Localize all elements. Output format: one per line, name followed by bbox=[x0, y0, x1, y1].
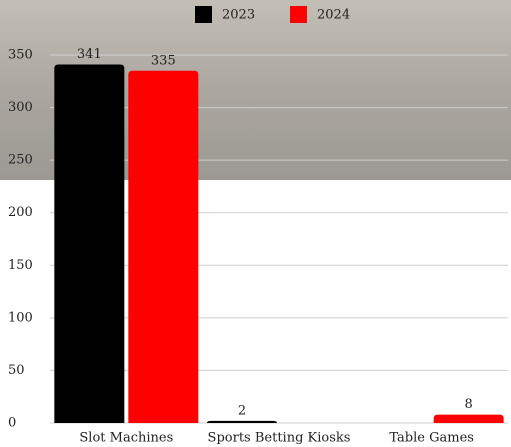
legend-swatch bbox=[195, 6, 212, 23]
value-label: 335 bbox=[151, 53, 176, 68]
bar bbox=[54, 64, 124, 423]
y-tick-label: 200 bbox=[8, 205, 33, 220]
y-tick-label: 150 bbox=[8, 258, 33, 273]
x-tick-label: Table Games bbox=[389, 431, 474, 446]
legend-label: 2024 bbox=[317, 8, 350, 23]
y-tick-label: 100 bbox=[8, 310, 33, 325]
bar bbox=[207, 421, 277, 423]
y-tick-label: 50 bbox=[8, 363, 25, 378]
y-tick-label: 350 bbox=[8, 48, 33, 63]
y-tick-label: 300 bbox=[8, 100, 33, 115]
value-label: 2 bbox=[238, 403, 246, 418]
bar bbox=[434, 415, 504, 423]
bar bbox=[128, 71, 198, 423]
legend-label: 2023 bbox=[222, 8, 255, 23]
value-label: 8 bbox=[465, 397, 473, 412]
x-tick-label: Slot Machines bbox=[79, 431, 173, 446]
x-tick-label: Sports Betting Kiosks bbox=[208, 431, 351, 446]
legend-swatch bbox=[290, 6, 307, 23]
value-label: 341 bbox=[77, 47, 102, 62]
chart: 0 50 100 150 200 250 300 350 2023 2024 Slot Machin… bbox=[0, 0, 511, 447]
y-tick-label: 250 bbox=[8, 153, 33, 168]
y-tick-label: 0 bbox=[8, 416, 16, 431]
